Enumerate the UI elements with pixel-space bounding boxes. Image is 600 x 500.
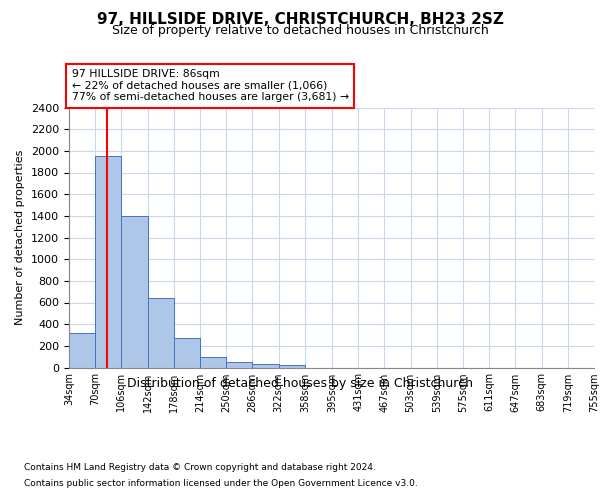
Bar	[69, 333, 95, 368]
Bar	[121, 216, 148, 368]
Text: 97, HILLSIDE DRIVE, CHRISTCHURCH, BH23 2SZ: 97, HILLSIDE DRIVE, CHRISTCHURCH, BH23 2…	[97, 12, 503, 28]
Text: Contains HM Land Registry data © Crown copyright and database right 2024.: Contains HM Land Registry data © Crown c…	[24, 462, 376, 471]
Y-axis label: Number of detached properties: Number of detached properties	[16, 150, 25, 325]
Bar	[226, 362, 253, 368]
Bar	[279, 366, 305, 368]
Bar	[174, 338, 200, 368]
Text: 97 HILLSIDE DRIVE: 86sqm
← 22% of detached houses are smaller (1,066)
77% of sem: 97 HILLSIDE DRIVE: 86sqm ← 22% of detach…	[71, 69, 349, 102]
Text: Distribution of detached houses by size in Christchurch: Distribution of detached houses by size …	[127, 378, 473, 390]
Bar	[200, 356, 226, 368]
Text: Contains public sector information licensed under the Open Government Licence v3: Contains public sector information licen…	[24, 479, 418, 488]
Text: Size of property relative to detached houses in Christchurch: Size of property relative to detached ho…	[112, 24, 488, 37]
Bar	[148, 298, 174, 368]
Bar	[95, 156, 121, 368]
Bar	[253, 364, 279, 368]
